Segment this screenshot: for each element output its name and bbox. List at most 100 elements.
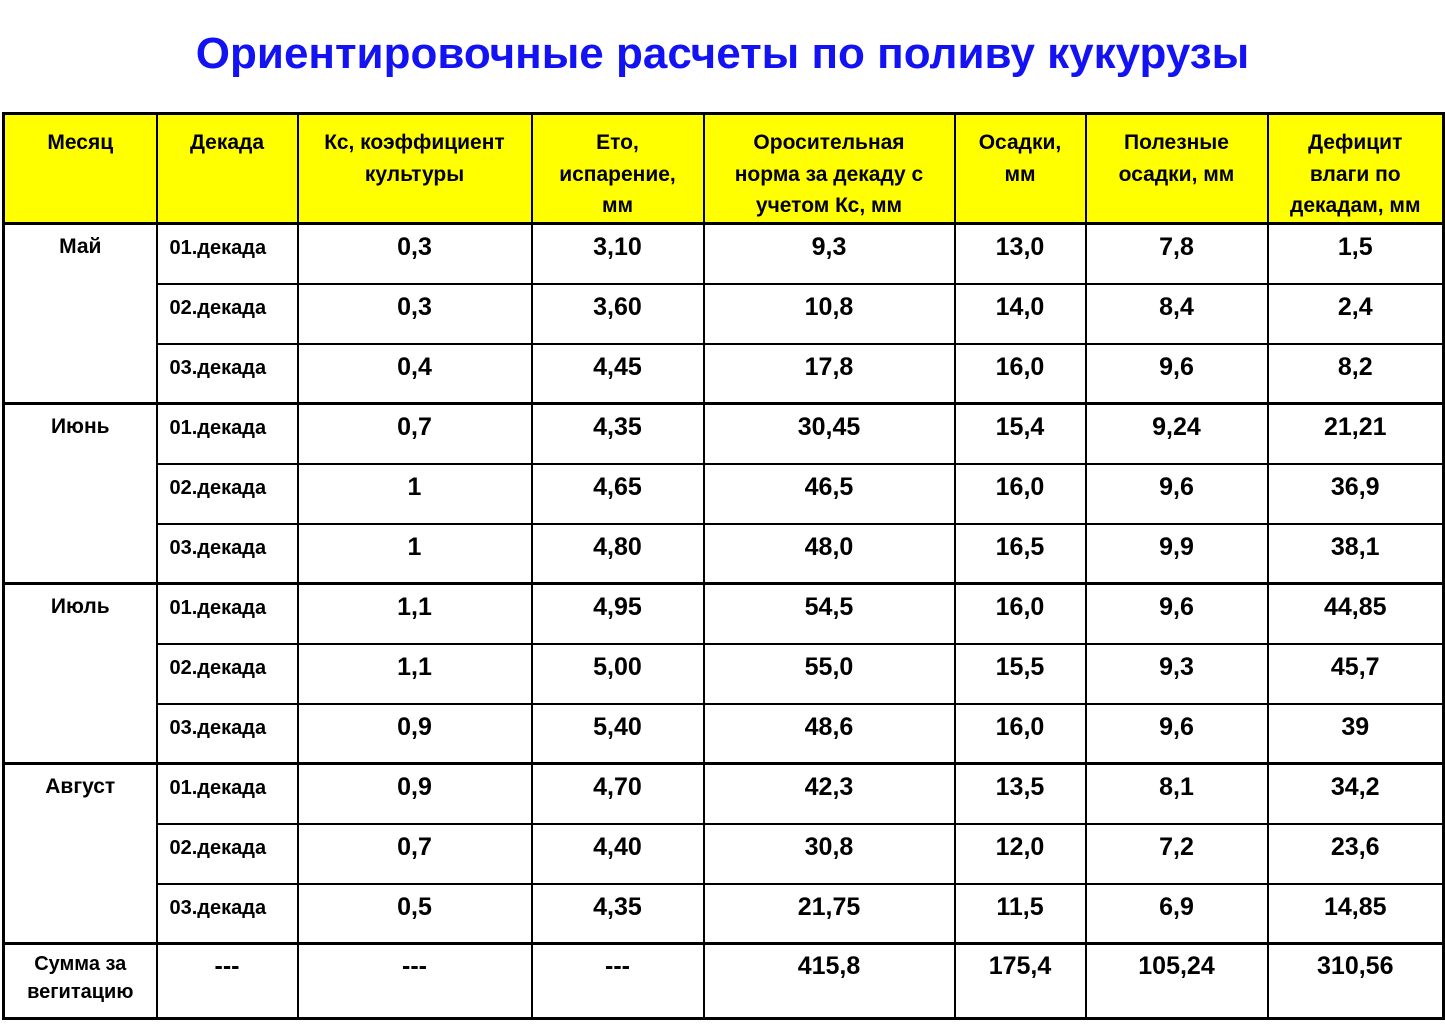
value-cell: 1,1 bbox=[296, 582, 533, 645]
value-cell: 16,0 bbox=[953, 582, 1087, 645]
value-cell: 55,0 bbox=[702, 642, 956, 705]
value-cell: 9,9 bbox=[1084, 522, 1269, 585]
value-cell: 7,8 bbox=[1084, 222, 1269, 285]
summary-value-cell: 175,4 bbox=[953, 942, 1087, 1020]
value-cell: 9,6 bbox=[1084, 582, 1269, 645]
header-cell-month: Месяц bbox=[2, 112, 158, 225]
value-cell: 3,10 bbox=[530, 222, 705, 285]
table-row: Август 01.декада 0,9 4,70 42,3 13,5 8,1 34,2 bbox=[2, 762, 1445, 945]
value-cell: 0,9 bbox=[296, 762, 533, 825]
table-row: 02.декада 0,3 3,60 10,8 14,0 8,4 2,4 bbox=[4, 282, 1445, 345]
table-row: Май 01.декада 0,3 3,10 9,3 13,0 7,8 1,5 bbox=[2, 222, 1445, 405]
value-cell: 1 bbox=[296, 522, 533, 585]
decade-cell: 01.декада bbox=[155, 222, 299, 285]
value-cell: 0,9 bbox=[296, 702, 533, 765]
header-cell-useful-precipitation: Полезные осадки, мм bbox=[1084, 112, 1269, 225]
table-row: 02.декада 0,7 4,40 30,8 12,0 7,2 23,6 bbox=[4, 822, 1445, 885]
value-cell: 0,7 bbox=[296, 402, 533, 465]
header-row: Месяц Декада Кс, коэффициент культуры Ет… bbox=[2, 112, 1445, 225]
value-cell: 0,7 bbox=[296, 822, 533, 885]
value-cell: 9,6 bbox=[1084, 462, 1269, 525]
value-cell: 45,7 bbox=[1266, 642, 1445, 705]
value-cell: 7,2 bbox=[1084, 822, 1269, 885]
value-cell: 54,5 bbox=[702, 582, 956, 645]
decade-cell: 01.декада bbox=[155, 582, 299, 645]
irrigation-table: Месяц Декада Кс, коэффициент культуры Ет… bbox=[2, 112, 1445, 1020]
decade-cell: 02.декада bbox=[155, 642, 299, 705]
value-cell: 16,5 bbox=[953, 522, 1087, 585]
value-cell: 39 bbox=[1266, 702, 1445, 765]
value-cell: 4,40 bbox=[530, 822, 705, 885]
value-cell: 12,0 bbox=[953, 822, 1087, 885]
value-cell: 9,6 bbox=[1084, 702, 1269, 765]
value-cell: 1,1 bbox=[296, 642, 533, 705]
value-cell: 14,85 bbox=[1266, 882, 1445, 945]
value-cell: 36,9 bbox=[1266, 462, 1445, 525]
value-cell: 16,0 bbox=[953, 342, 1087, 405]
value-cell: 8,1 bbox=[1084, 762, 1269, 825]
table-row: 02.декада 1,1 5,00 55,0 15,5 9,3 45,7 bbox=[4, 642, 1445, 705]
decade-cell: 01.декада bbox=[155, 402, 299, 465]
value-cell: 13,5 bbox=[953, 762, 1087, 825]
value-cell: 0,3 bbox=[296, 282, 533, 345]
value-cell: 1 bbox=[296, 462, 533, 525]
header-cell-moisture-deficit: Дефицит влаги по декадам, мм bbox=[1266, 112, 1445, 225]
header-cell-eto: Ето, испарение, мм bbox=[530, 112, 705, 225]
month-cell: Август bbox=[2, 762, 158, 945]
value-cell: 15,4 bbox=[953, 402, 1087, 465]
value-cell: 4,70 bbox=[530, 762, 705, 825]
decade-cell: 03.декада bbox=[155, 522, 299, 585]
table-row: 03.декада 0,4 4,45 17,8 16,0 9,6 8,2 bbox=[4, 342, 1445, 405]
value-cell: 9,3 bbox=[1084, 642, 1269, 705]
summary-value-cell: 415,8 bbox=[702, 942, 956, 1020]
value-cell: 11,5 bbox=[953, 882, 1087, 945]
month-cell: Май bbox=[2, 222, 158, 405]
value-cell: 34,2 bbox=[1266, 762, 1445, 825]
value-cell: 21,21 bbox=[1266, 402, 1445, 465]
value-cell: 4,80 bbox=[530, 522, 705, 585]
summary-value-cell: 310,56 bbox=[1266, 942, 1445, 1020]
month-cell: Июль bbox=[2, 582, 158, 765]
header-cell-irrigation-norm: Оросительная норма за декаду с учетом Кс… bbox=[702, 112, 956, 225]
decade-cell: 03.декада bbox=[155, 702, 299, 765]
value-cell: 4,35 bbox=[530, 882, 705, 945]
value-cell: 42,3 bbox=[702, 762, 956, 825]
value-cell: 0,3 bbox=[296, 222, 533, 285]
table-row: 03.декада 1 4,80 48,0 16,5 9,9 38,1 bbox=[4, 522, 1445, 585]
value-cell: 15,5 bbox=[953, 642, 1087, 705]
value-cell: 4,95 bbox=[530, 582, 705, 645]
value-cell: 9,24 bbox=[1084, 402, 1269, 465]
summary-row: Сумма за вегитацию --- --- --- 415,8 175,4 105… bbox=[2, 942, 1445, 1020]
month-cell: Июнь bbox=[2, 402, 158, 585]
summary-label: Сумма за вегитацию bbox=[2, 942, 158, 1020]
table-row: 03.декада 0,9 5,40 48,6 16,0 9,6 39 bbox=[4, 702, 1445, 765]
value-cell: 0,5 bbox=[296, 882, 533, 945]
value-cell: 9,3 bbox=[702, 222, 956, 285]
page-title: Ориентировочные расчеты по поливу кукуру… bbox=[195, 29, 1250, 78]
value-cell: 30,8 bbox=[702, 822, 956, 885]
value-cell: 44,85 bbox=[1266, 582, 1445, 645]
value-cell: 4,65 bbox=[530, 462, 705, 525]
decade-cell: 02.декада bbox=[155, 822, 299, 885]
value-cell: 14,0 bbox=[953, 282, 1087, 345]
decade-cell: 02.декада bbox=[155, 282, 299, 345]
table-row: 03.декада 0,5 4,35 21,75 11,5 6,9 14,85 bbox=[4, 882, 1445, 945]
value-cell: 8,4 bbox=[1084, 282, 1269, 345]
value-cell: 23,6 bbox=[1266, 822, 1445, 885]
value-cell: 0,4 bbox=[296, 342, 533, 405]
header-cell-kc: Кс, коэффициент культуры bbox=[296, 112, 533, 225]
decade-cell: 01.декада bbox=[155, 762, 299, 825]
table-row: Июнь 01.декада 0,7 4,35 30,45 15,4 9,24 21,21 bbox=[2, 402, 1445, 585]
decade-cell: 03.декада bbox=[155, 882, 299, 945]
value-cell: 5,00 bbox=[530, 642, 705, 705]
value-cell: 4,45 bbox=[530, 342, 705, 405]
summary-value-cell: 105,24 bbox=[1084, 942, 1269, 1020]
value-cell: 5,40 bbox=[530, 702, 705, 765]
value-cell: 16,0 bbox=[953, 462, 1087, 525]
summary-value-cell: --- bbox=[296, 942, 533, 1020]
summary-value-cell: --- bbox=[155, 942, 299, 1020]
decade-cell: 03.декада bbox=[155, 342, 299, 405]
value-cell: 21,75 bbox=[702, 882, 956, 945]
header-cell-precipitation: Осадки, мм bbox=[953, 112, 1087, 225]
